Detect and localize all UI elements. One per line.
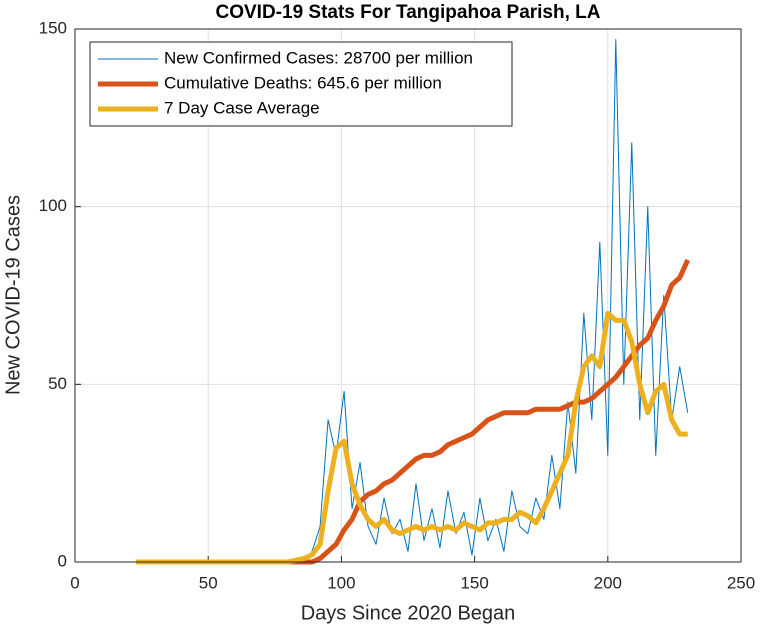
x-tick-label: 150 [460,573,488,592]
x-tick-label: 200 [594,573,622,592]
legend-label: 7 Day Case Average [164,98,320,117]
x-tick-label: 50 [199,573,218,592]
x-tick-label: 250 [727,573,755,592]
chart-title: COVID-19 Stats For Tangipahoa Parish, LA [216,2,601,23]
x-tick-label: 100 [327,573,355,592]
legend-label: Cumulative Deaths: 645.6 per million [164,73,442,92]
x-axis-label: Days Since 2020 Began [301,602,516,624]
y-tick-label: 50 [48,374,67,393]
axes-box [74,28,742,563]
legend-label: New Confirmed Cases: 28700 per million [164,48,473,67]
legend: New Confirmed Cases: 28700 per million Cu… [89,41,513,127]
y-axis-label: New COVID-19 Cases [2,195,24,395]
y-tick-label: 100 [39,196,67,215]
y-tick-label: 150 [39,18,67,37]
x-tick-label: 0 [70,573,79,592]
legend-box [89,41,513,127]
y-tick-label: 0 [58,551,67,570]
